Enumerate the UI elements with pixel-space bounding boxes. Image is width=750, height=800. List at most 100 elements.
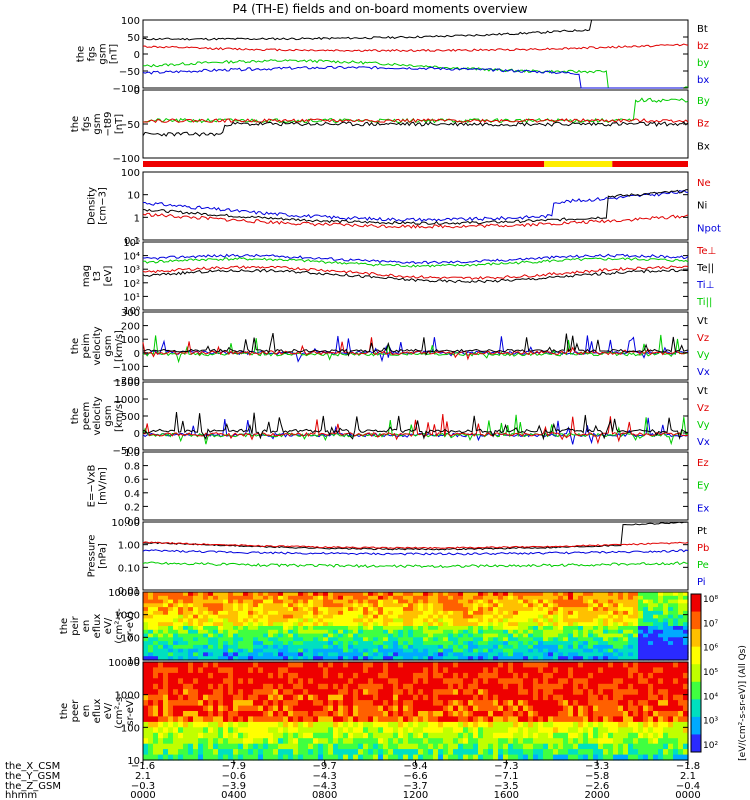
spectrogram-cell xyxy=(568,629,574,635)
spectrogram-cell xyxy=(373,599,379,604)
spectrogram-cell xyxy=(143,652,149,657)
spectrogram-cell xyxy=(303,637,309,642)
spectrogram-cell xyxy=(173,622,179,627)
spectrogram-cell xyxy=(608,743,614,750)
spectrogram-cell xyxy=(333,662,339,668)
spectrogram-cell xyxy=(373,652,379,657)
legend-entry: by xyxy=(697,58,709,69)
spectrogram-cell xyxy=(348,743,354,750)
spectrogram-cell xyxy=(468,592,474,597)
spectrogram-cell xyxy=(378,662,384,668)
spectrogram-cell xyxy=(668,656,674,661)
spectrogram-cell xyxy=(478,678,484,685)
spectrogram-cell xyxy=(353,721,359,728)
y-axis-label-line: gsm xyxy=(92,113,103,134)
spectrogram-cell xyxy=(518,754,524,761)
spectrogram-cell xyxy=(248,754,254,761)
spectrogram-cell xyxy=(333,644,339,650)
spectrogram-cell xyxy=(413,678,419,685)
spectrogram-cell xyxy=(333,614,339,620)
spectrogram-cell xyxy=(503,656,509,661)
spectrogram-cell xyxy=(403,656,409,661)
spectrogram-cell xyxy=(598,618,604,623)
series-line-fgs-gsm-t89-1 xyxy=(143,118,689,124)
spectrogram-cell xyxy=(608,629,614,635)
spectrogram-cell xyxy=(533,626,539,631)
spectrogram-cell xyxy=(653,603,659,608)
spectrogram-cell xyxy=(388,622,394,627)
spectrogram-cell xyxy=(373,738,379,745)
y-axis-label: Density [cm−3] xyxy=(87,187,109,225)
spectrogram-cell xyxy=(533,592,539,597)
spectrogram-cell xyxy=(683,700,689,707)
spectrogram-cell xyxy=(663,700,669,707)
spectrogram-cell xyxy=(553,633,559,638)
spectrogram-cell xyxy=(518,705,524,712)
spectrogram-cell xyxy=(393,603,399,608)
spectrogram-cell xyxy=(463,749,469,756)
spectrogram-cell xyxy=(423,637,429,642)
y-axis-label-line: the xyxy=(59,618,70,634)
spectrogram-cell xyxy=(578,662,584,668)
spectrogram-cell xyxy=(423,626,429,631)
spectrogram-cell xyxy=(273,743,279,750)
spectrogram-cell xyxy=(238,637,244,642)
spectrogram-cell xyxy=(183,603,189,608)
spectrogram-cell xyxy=(243,667,249,674)
spectrogram-cell xyxy=(233,678,239,685)
spectrogram-cell xyxy=(408,641,414,646)
spectrogram-cell xyxy=(438,716,444,723)
spectrogram-cell xyxy=(273,629,279,635)
spectrogram-cell xyxy=(363,626,369,631)
spectrogram-cell xyxy=(623,644,629,650)
spectrogram-cell xyxy=(553,644,559,650)
spectrogram-cell xyxy=(208,648,214,654)
spectrogram-cell xyxy=(193,711,199,717)
spectrogram-cell xyxy=(428,678,434,685)
spectrogram-cell xyxy=(468,622,474,627)
spectrogram-cell xyxy=(643,610,649,616)
colorbar-segment xyxy=(691,629,701,648)
spectrogram-cell xyxy=(228,618,234,623)
spectrogram-cell xyxy=(678,700,684,707)
spectrogram-cell xyxy=(663,637,669,642)
spectrogram-cell xyxy=(438,711,444,717)
spectrogram-cell xyxy=(148,644,154,650)
spectrogram-cell xyxy=(348,633,354,638)
spectrogram-cell xyxy=(258,599,264,604)
spectrogram-cell xyxy=(333,694,339,701)
spectrogram-cell xyxy=(328,629,334,635)
spectrogram-cell xyxy=(243,694,249,701)
spectrogram-cell xyxy=(493,716,499,723)
spectrogram-cell xyxy=(263,626,269,631)
spectrogram-cell xyxy=(293,705,299,712)
spectrogram-cell xyxy=(548,614,554,620)
spectrogram-cell xyxy=(523,622,529,627)
spectrogram-cell xyxy=(603,595,609,601)
spectrogram-cell xyxy=(313,700,319,707)
spectrogram-cell xyxy=(548,618,554,623)
spectrogram-cell xyxy=(493,743,499,750)
spectrogram-cell xyxy=(238,607,244,612)
spectrogram-cell xyxy=(223,711,229,717)
spectrogram-cell xyxy=(413,662,419,668)
spectrogram-cell xyxy=(438,743,444,750)
spectrogram-cell xyxy=(308,749,314,756)
spectrogram-cell xyxy=(538,641,544,646)
spectrogram-cell xyxy=(368,662,374,668)
spectrogram-cell xyxy=(373,749,379,756)
x-tick-label: −9.4 xyxy=(403,761,427,772)
spectrogram-cell xyxy=(593,622,599,627)
series-line-peim-velocity-0 xyxy=(142,335,689,363)
spectrogram-cell xyxy=(603,599,609,604)
spectrogram-cell xyxy=(263,648,269,654)
spectrogram-cell xyxy=(553,629,559,635)
y-axis-label-line: [km/s] xyxy=(114,330,125,362)
spectrogram-cell xyxy=(203,629,209,635)
spectrogram-cell xyxy=(468,633,474,638)
spectrogram-cell xyxy=(343,678,349,685)
spectrogram-cell xyxy=(458,721,464,728)
spectrogram-cell xyxy=(468,716,474,723)
spectrogram-cell xyxy=(383,743,389,750)
spectrogram-cell xyxy=(608,689,614,696)
